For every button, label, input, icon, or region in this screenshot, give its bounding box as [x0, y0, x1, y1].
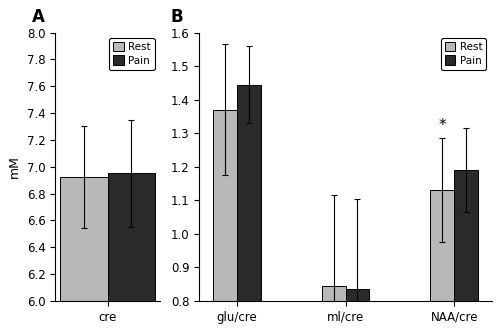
Text: A: A — [32, 8, 46, 26]
Bar — [346, 289, 370, 332]
Bar — [322, 286, 345, 332]
Bar — [212, 110, 236, 332]
Legend: Rest, Pain: Rest, Pain — [441, 38, 486, 70]
Bar — [430, 190, 454, 332]
Bar — [108, 173, 155, 332]
Legend: Rest, Pain: Rest, Pain — [109, 38, 154, 70]
Bar — [60, 178, 108, 332]
Bar — [236, 85, 260, 332]
Text: *: * — [438, 118, 446, 133]
Bar — [454, 170, 478, 332]
Y-axis label: mM: mM — [8, 155, 22, 178]
Text: B: B — [170, 8, 182, 26]
